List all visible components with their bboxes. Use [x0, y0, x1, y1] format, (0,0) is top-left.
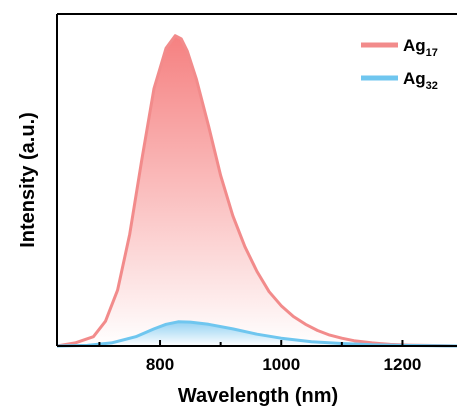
- series-line-ag17: [56, 34, 457, 348]
- area-fills: [57, 35, 457, 346]
- legend: Ag17 Ag32: [361, 36, 438, 92]
- axes: [56, 13, 457, 347]
- x-ticks: 800 1000 1200: [98, 340, 422, 374]
- legend-label-ag17: Ag17: [403, 36, 438, 59]
- x-axis-title: Wavelength (nm): [178, 385, 338, 407]
- x-tick-label: 800: [146, 355, 174, 374]
- x-tick-label: 1000: [262, 355, 300, 374]
- x-tick-label: 1200: [384, 355, 422, 374]
- legend-label-ag32: Ag32: [403, 69, 438, 92]
- y-axis-title: Intensity (a.u.): [17, 112, 39, 248]
- series-lines: [56, 34, 457, 348]
- series-area-ag17: [57, 35, 457, 346]
- series-line-ag32: [56, 320, 457, 348]
